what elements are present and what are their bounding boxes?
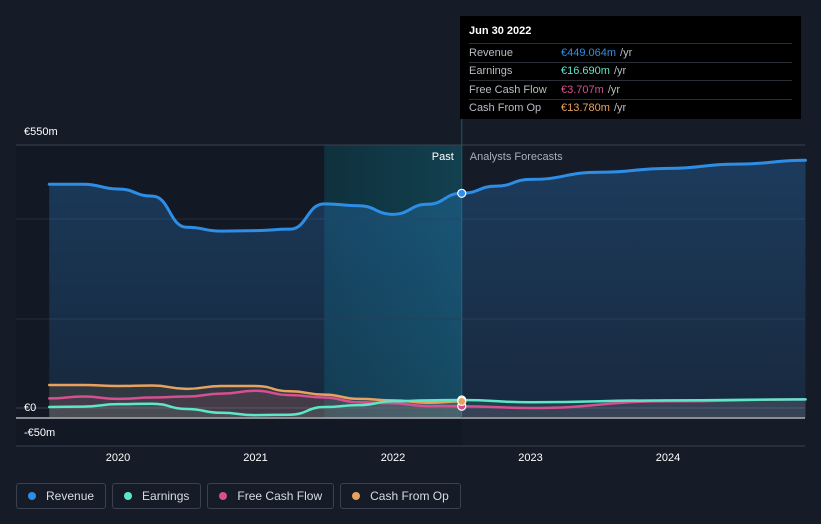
legend-label: Free Cash Flow — [237, 489, 323, 503]
y-tick-bottom: -€50m — [24, 427, 56, 439]
legend-item-free-cash-flow[interactable]: Free Cash Flow — [207, 483, 335, 509]
cfo-dot-icon — [352, 492, 361, 500]
tooltip-date: Jun 30 2022 — [469, 25, 532, 37]
earnings-dot-icon — [124, 492, 133, 500]
tooltip-unit: /yr — [607, 83, 621, 96]
forecast-label: Analysts Forecasts — [470, 151, 563, 163]
legend-item-earnings[interactable]: Earnings — [112, 483, 202, 509]
series-line-earnings — [48, 398, 807, 417]
y-tick-top: €550m — [24, 126, 58, 138]
tooltip-label: Free Cash Flow — [469, 83, 547, 96]
series-line-free-cash-flow — [48, 389, 807, 410]
tooltip: Jun 30 2022 Revenue €449.064m /yr Earnin… — [460, 16, 801, 119]
tooltip-row-revenue: Revenue €449.064m /yr — [469, 43, 792, 62]
marker-cash-from-op — [457, 396, 467, 407]
tooltip-row-earnings: Earnings €16.690m /yr — [469, 61, 792, 81]
x-tick-label: 2023 — [518, 452, 542, 464]
legend-item-cash-from-op[interactable]: Cash From Op — [340, 483, 461, 509]
x-tick-label: 2021 — [243, 452, 267, 464]
marker-revenue — [457, 188, 467, 198]
x-tick-label: 2020 — [106, 452, 130, 464]
tooltip-unit: /yr — [613, 65, 627, 78]
tooltip-row-cfo: Cash From Op €13.780m /yr — [469, 98, 792, 118]
legend-label: Revenue — [46, 489, 95, 503]
tooltip-row-fcf: Free Cash Flow €3.707m /yr — [469, 80, 792, 99]
tooltip-value: €16.690m — [561, 65, 610, 78]
tooltip-value: €449.064m — [561, 46, 617, 59]
x-tick-label: 2022 — [381, 452, 405, 464]
series-line-revenue — [47, 158, 807, 233]
tooltip-label: Cash From Op — [469, 102, 542, 115]
tooltip-label: Revenue — [469, 46, 514, 59]
legend-item-revenue[interactable]: Revenue — [16, 483, 107, 509]
legend-label: Earnings — [142, 489, 190, 503]
tooltip-label: Earnings — [469, 65, 513, 78]
tooltip-value: €13.780m — [561, 102, 610, 115]
legend-label: Cash From Op — [370, 489, 449, 503]
y-tick-zero: €0 — [24, 402, 37, 414]
x-tick-label: 2024 — [656, 452, 680, 464]
legend: Revenue Earnings Free Cash Flow Cash Fro… — [16, 483, 461, 509]
series-area-free-cash-flow — [49, 390, 806, 418]
tooltip-unit: /yr — [613, 102, 627, 115]
tooltip-unit: /yr — [620, 46, 633, 59]
past-label: Past — [432, 151, 454, 163]
fcf-dot-icon — [219, 492, 228, 500]
tooltip-value: €3.707m — [561, 83, 604, 96]
series-area-revenue — [49, 160, 806, 418]
series-area-cash-from-op — [49, 385, 462, 418]
revenue-dot-icon — [28, 492, 36, 500]
